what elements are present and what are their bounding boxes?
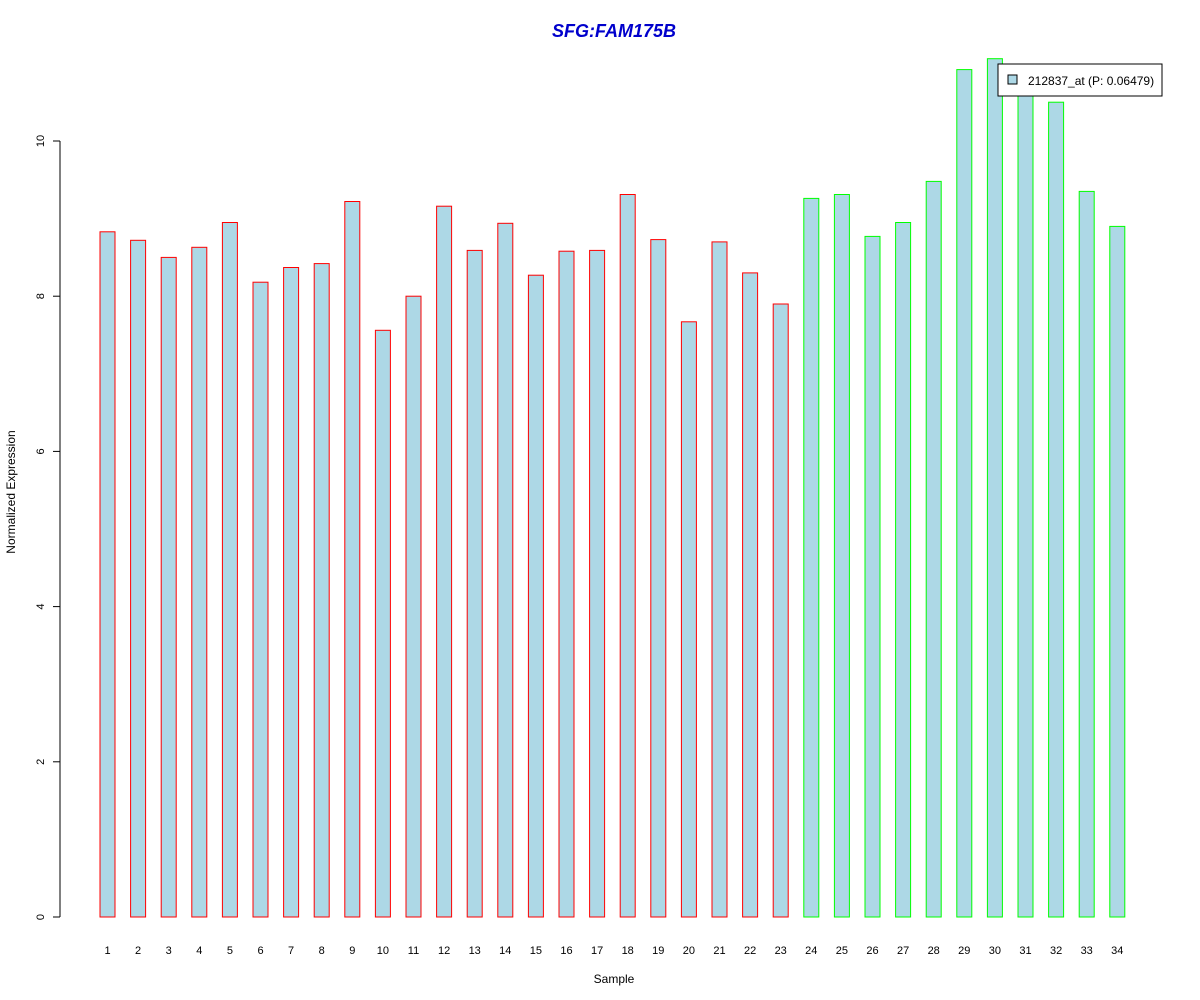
- bar-sample-31: [1017, 86, 1034, 918]
- x-tick-label: 3: [166, 945, 172, 957]
- x-tick-label: 32: [1050, 945, 1062, 957]
- y-tick-label: 10: [35, 135, 47, 147]
- x-tick-label: 1: [104, 945, 110, 957]
- bar-sample-22: [742, 272, 759, 918]
- bar-sample-29: [956, 69, 973, 918]
- x-tick-label: 12: [438, 945, 450, 957]
- y-tick-label: 2: [35, 759, 47, 765]
- bar-sample-2: [130, 239, 147, 918]
- bar-sample-20: [680, 321, 697, 918]
- x-tick-label: 17: [591, 945, 603, 957]
- bar-sample-17: [589, 249, 606, 918]
- x-tick-label: 2: [135, 945, 141, 957]
- x-tick-label: 25: [836, 945, 848, 957]
- x-tick-label: 11: [408, 945, 419, 957]
- y-tick-label: 8: [35, 293, 47, 299]
- y-tick-label: 4: [35, 604, 47, 610]
- legend-swatch: [1007, 74, 1018, 85]
- legend-entry-label: 212837_at (P: 0.06479): [1028, 74, 1154, 88]
- x-tick-label: 28: [928, 945, 940, 957]
- bar-sample-3: [160, 256, 177, 918]
- bar-sample-4: [191, 246, 208, 918]
- x-tick-label: 30: [989, 945, 1001, 957]
- bar-sample-19: [650, 239, 667, 918]
- bar-sample-28: [925, 180, 942, 918]
- bar-sample-5: [221, 222, 238, 918]
- x-tick-label: 22: [744, 945, 756, 957]
- x-tick-label: 8: [319, 945, 325, 957]
- y-tick-label: 6: [35, 448, 47, 454]
- bar-sample-16: [558, 250, 575, 918]
- legend-box: [997, 63, 1163, 97]
- y-axis-label: Normalized Expression: [4, 430, 18, 553]
- x-axis-label: Sample: [594, 972, 635, 986]
- x-tick-label: 24: [805, 945, 817, 957]
- bars-group: [99, 58, 1126, 918]
- bar-sample-27: [895, 222, 912, 918]
- x-tick-label: 26: [866, 945, 878, 957]
- x-tick-label: 6: [257, 945, 263, 957]
- x-tick-label: 18: [622, 945, 634, 957]
- bar-sample-21: [711, 241, 728, 918]
- x-tick-label: 27: [897, 945, 909, 957]
- bar-sample-24: [803, 197, 820, 918]
- chart-title: SFG:FAM175B: [552, 21, 676, 41]
- x-tick-label: 21: [713, 945, 725, 957]
- bar-sample-11: [405, 295, 422, 918]
- x-tick-label: 10: [377, 945, 389, 957]
- bar-sample-7: [283, 267, 300, 918]
- bar-sample-8: [313, 263, 330, 918]
- bar-sample-13: [466, 249, 483, 918]
- x-tick-label: 14: [499, 945, 511, 957]
- bar-sample-30: [986, 58, 1003, 918]
- x-tick-label: 33: [1081, 945, 1093, 957]
- x-tick-label: 4: [196, 945, 202, 957]
- bar-sample-18: [619, 194, 636, 918]
- x-tick-label: 29: [958, 945, 970, 957]
- bar-sample-14: [497, 222, 514, 918]
- bar-sample-10: [374, 329, 391, 918]
- x-tick-label: 16: [560, 945, 572, 957]
- bar-sample-1: [99, 231, 116, 918]
- x-tick-label: 23: [775, 945, 787, 957]
- bar-sample-34: [1109, 225, 1126, 918]
- bar-sample-12: [436, 205, 453, 918]
- bar-sample-32: [1048, 101, 1065, 918]
- bar-sample-23: [772, 303, 789, 918]
- bar-sample-33: [1078, 190, 1095, 918]
- x-tick-label: 31: [1019, 945, 1031, 957]
- x-tick-label: 9: [349, 945, 355, 957]
- x-tick-label: 20: [683, 945, 695, 957]
- x-tick-label: 13: [469, 945, 481, 957]
- x-tick-label: 7: [288, 945, 294, 957]
- bar-sample-26: [864, 235, 881, 918]
- legend: 212837_at (P: 0.06479): [997, 63, 1163, 97]
- bar-sample-25: [833, 194, 850, 918]
- bar-sample-6: [252, 281, 269, 918]
- x-tick-labels: 1 2 3 4 5 6 7 8 9 10 11 12 13 14 15 16 17 18 19 20 21 22 23 24 2…: [104, 945, 1123, 957]
- x-tick-label: 15: [530, 945, 542, 957]
- bar-sample-9: [344, 201, 361, 918]
- x-tick-label: 34: [1111, 945, 1123, 957]
- x-tick-label: 5: [227, 945, 233, 957]
- y-axis: 0 2 4 6 8 10: [35, 135, 61, 920]
- y-tick-label: 0: [35, 914, 47, 920]
- bar-sample-15: [527, 274, 544, 918]
- x-tick-label: 19: [652, 945, 664, 957]
